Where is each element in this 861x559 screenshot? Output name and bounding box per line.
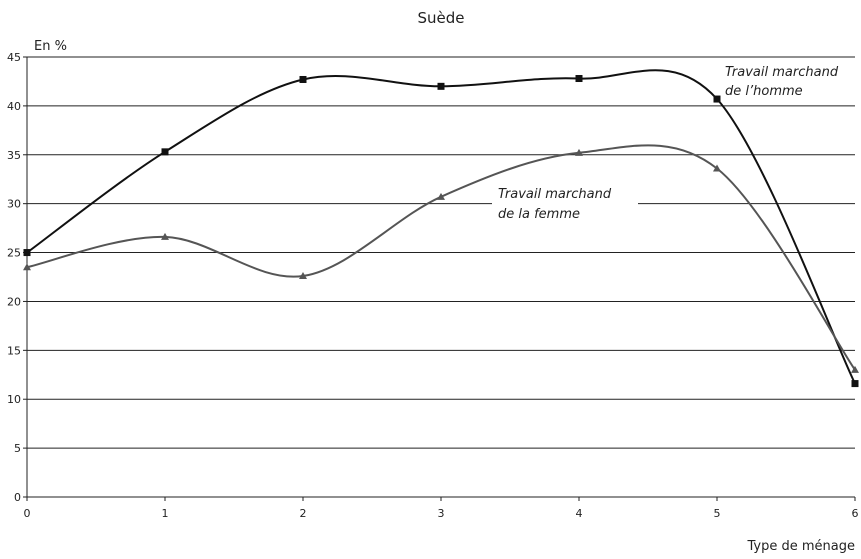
annotation-femme-line2: de la femme xyxy=(498,207,580,222)
data-point-homme xyxy=(299,75,307,83)
y-tick-label: 10 xyxy=(7,393,21,406)
series-group xyxy=(23,69,859,388)
data-point-femme xyxy=(713,164,721,172)
data-point-homme xyxy=(23,249,31,257)
x-tick-label: 1 xyxy=(162,507,169,520)
data-point-homme xyxy=(575,75,583,83)
series-line-homme xyxy=(26,69,856,385)
annotation-homme: Travail marchand de l’homme xyxy=(725,65,839,99)
x-tick-label: 2 xyxy=(300,507,307,520)
y-tick-label: 25 xyxy=(7,247,21,260)
data-point-femme xyxy=(851,365,859,373)
data-point-femme xyxy=(437,192,445,200)
annotation-homme-line1: Travail marchand xyxy=(725,65,839,80)
axes xyxy=(26,57,855,498)
y-tick-label: 5 xyxy=(14,442,21,455)
annotation-femme-line1: Travail marchand xyxy=(498,187,612,202)
x-tick-label: 0 xyxy=(24,507,31,520)
data-point-femme xyxy=(23,263,31,271)
y-tick-label: 30 xyxy=(7,198,21,211)
y-tick-label: 35 xyxy=(7,149,21,162)
x-tick-label: 6 xyxy=(852,507,859,520)
y-tick-label: 40 xyxy=(7,100,21,113)
x-tick-label: 3 xyxy=(438,507,445,520)
y-axis-title: En % xyxy=(34,39,67,54)
chart-title: Suède xyxy=(417,9,464,27)
data-point-homme xyxy=(437,82,445,90)
y-tick-labels: 0 5 10 15 20 25 30 35 40 45 xyxy=(7,51,27,504)
x-axis-title: Type de ménage xyxy=(747,539,856,554)
data-point-femme xyxy=(161,232,169,240)
x-tick-label: 5 xyxy=(714,507,721,520)
data-point-femme xyxy=(299,272,307,280)
y-tick-label: 45 xyxy=(7,51,21,64)
x-tick-labels: 0 1 2 3 4 5 6 xyxy=(24,497,859,520)
data-point-homme xyxy=(713,95,721,103)
annotation-femme-background xyxy=(492,183,638,225)
annotation-homme-line2: de l’homme xyxy=(725,84,803,99)
data-point-femme xyxy=(575,148,583,156)
annotation-femme: Travail marchand de la femme xyxy=(492,183,638,225)
series-line-femme xyxy=(26,144,856,371)
x-tick-label: 4 xyxy=(576,507,583,520)
y-tick-label: 0 xyxy=(14,491,21,504)
data-point-homme xyxy=(161,148,169,156)
y-tick-label: 15 xyxy=(7,344,21,357)
y-tick-label: 20 xyxy=(7,295,21,308)
data-point-homme xyxy=(851,380,859,388)
